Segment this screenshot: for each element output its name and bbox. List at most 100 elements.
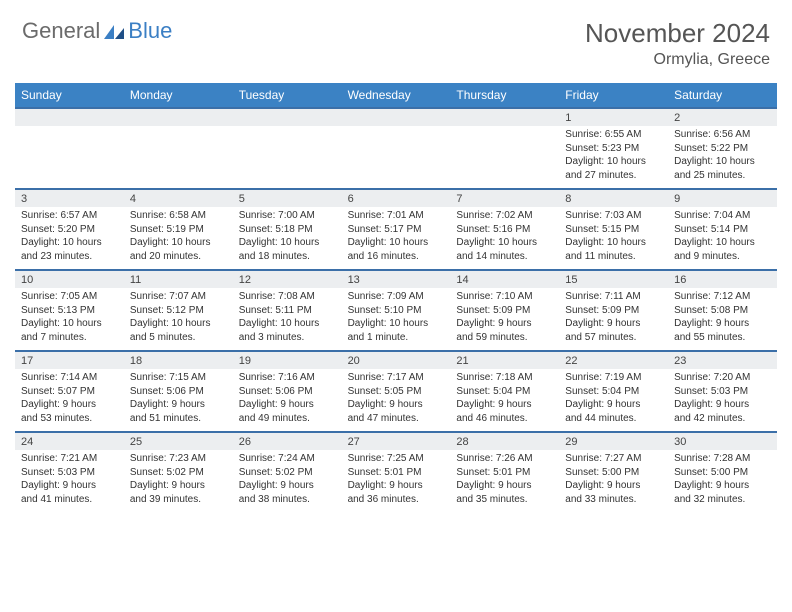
day-info-line: and 35 minutes. <box>456 493 553 507</box>
day-info-line: and 53 minutes. <box>21 412 118 426</box>
day-info-line: Sunrise: 7:19 AM <box>565 371 662 385</box>
day-info-line: Sunset: 5:23 PM <box>565 142 662 156</box>
day-info-line: and 9 minutes. <box>674 250 771 264</box>
day-cell: Sunrise: 7:28 AMSunset: 5:00 PMDaylight:… <box>668 450 777 512</box>
day-info-line: Sunrise: 7:04 AM <box>674 209 771 223</box>
logo: General Blue <box>22 18 172 44</box>
day-info-line: Sunset: 5:06 PM <box>130 385 227 399</box>
day-info-line: and 23 minutes. <box>21 250 118 264</box>
day-cell: Sunrise: 7:11 AMSunset: 5:09 PMDaylight:… <box>559 288 668 350</box>
day-info-line: Sunrise: 7:25 AM <box>348 452 445 466</box>
day-info-line: Daylight: 9 hours <box>565 479 662 493</box>
day-number <box>124 109 233 126</box>
day-cell: Sunrise: 7:16 AMSunset: 5:06 PMDaylight:… <box>233 369 342 431</box>
day-number: 29 <box>559 433 668 450</box>
day-info-line: Sunrise: 7:18 AM <box>456 371 553 385</box>
day-header-row: SundayMondayTuesdayWednesdayThursdayFrid… <box>15 83 777 107</box>
day-number: 9 <box>668 190 777 207</box>
day-number: 12 <box>233 271 342 288</box>
logo-sail-icon <box>104 23 126 39</box>
day-number <box>15 109 124 126</box>
day-info-line: and 46 minutes. <box>456 412 553 426</box>
day-info-line: Sunset: 5:04 PM <box>456 385 553 399</box>
day-info-line: Daylight: 10 hours <box>565 236 662 250</box>
day-info-line: Sunrise: 7:03 AM <box>565 209 662 223</box>
day-number: 28 <box>450 433 559 450</box>
day-info-line: Daylight: 10 hours <box>674 155 771 169</box>
day-info-line: Sunset: 5:01 PM <box>456 466 553 480</box>
week-content-row: Sunrise: 6:57 AMSunset: 5:20 PMDaylight:… <box>15 207 777 269</box>
day-info-line: Sunset: 5:09 PM <box>456 304 553 318</box>
day-number: 6 <box>342 190 451 207</box>
day-cell: Sunrise: 7:10 AMSunset: 5:09 PMDaylight:… <box>450 288 559 350</box>
day-info-line: Sunset: 5:12 PM <box>130 304 227 318</box>
day-cell: Sunrise: 7:19 AMSunset: 5:04 PMDaylight:… <box>559 369 668 431</box>
day-cell: Sunrise: 7:24 AMSunset: 5:02 PMDaylight:… <box>233 450 342 512</box>
day-info-line: and 39 minutes. <box>130 493 227 507</box>
day-info-line: and 20 minutes. <box>130 250 227 264</box>
day-header-cell: Monday <box>124 83 233 107</box>
day-info-line: Sunset: 5:03 PM <box>21 466 118 480</box>
location: Ormylia, Greece <box>585 51 770 69</box>
day-cell: Sunrise: 6:57 AMSunset: 5:20 PMDaylight:… <box>15 207 124 269</box>
day-cell: Sunrise: 7:12 AMSunset: 5:08 PMDaylight:… <box>668 288 777 350</box>
day-info-line: Sunset: 5:11 PM <box>239 304 336 318</box>
day-info-line: Daylight: 9 hours <box>239 479 336 493</box>
day-info-line: and 47 minutes. <box>348 412 445 426</box>
day-number: 2 <box>668 109 777 126</box>
day-info-line: Daylight: 10 hours <box>348 317 445 331</box>
day-cell: Sunrise: 7:21 AMSunset: 5:03 PMDaylight:… <box>15 450 124 512</box>
day-info-line: Sunrise: 7:00 AM <box>239 209 336 223</box>
week-number-row: 10111213141516 <box>15 269 777 288</box>
day-info-line: Sunrise: 7:16 AM <box>239 371 336 385</box>
day-number: 8 <box>559 190 668 207</box>
day-info-line: Sunrise: 7:27 AM <box>565 452 662 466</box>
day-info-line: Sunrise: 7:05 AM <box>21 290 118 304</box>
day-info-line: and 27 minutes. <box>565 169 662 183</box>
day-info-line: and 11 minutes. <box>565 250 662 264</box>
day-info-line: Sunset: 5:03 PM <box>674 385 771 399</box>
day-info-line: Sunset: 5:13 PM <box>21 304 118 318</box>
day-info-line: Sunrise: 7:09 AM <box>348 290 445 304</box>
day-cell: Sunrise: 7:03 AMSunset: 5:15 PMDaylight:… <box>559 207 668 269</box>
day-info-line: Sunrise: 6:57 AM <box>21 209 118 223</box>
page-header: General Blue November 2024 Ormylia, Gree… <box>0 0 792 77</box>
day-number: 13 <box>342 271 451 288</box>
day-number: 26 <box>233 433 342 450</box>
day-cell: Sunrise: 7:25 AMSunset: 5:01 PMDaylight:… <box>342 450 451 512</box>
day-info-line: Sunrise: 7:15 AM <box>130 371 227 385</box>
day-info-line: Daylight: 9 hours <box>456 317 553 331</box>
day-info-line: Sunset: 5:02 PM <box>239 466 336 480</box>
day-info-line: and 5 minutes. <box>130 331 227 345</box>
day-info-line: and 55 minutes. <box>674 331 771 345</box>
day-info-line: and 33 minutes. <box>565 493 662 507</box>
day-info-line: and 14 minutes. <box>456 250 553 264</box>
day-cell: Sunrise: 7:15 AMSunset: 5:06 PMDaylight:… <box>124 369 233 431</box>
day-info-line: Sunrise: 7:11 AM <box>565 290 662 304</box>
day-header-cell: Saturday <box>668 83 777 107</box>
day-info-line: Sunrise: 7:10 AM <box>456 290 553 304</box>
day-info-line: Daylight: 10 hours <box>21 236 118 250</box>
day-info-line: and 36 minutes. <box>348 493 445 507</box>
day-info-line: Daylight: 10 hours <box>239 236 336 250</box>
day-info-line: and 42 minutes. <box>674 412 771 426</box>
day-number: 10 <box>15 271 124 288</box>
day-info-line: Sunset: 5:00 PM <box>674 466 771 480</box>
day-info-line: Sunset: 5:16 PM <box>456 223 553 237</box>
day-cell: Sunrise: 7:00 AMSunset: 5:18 PMDaylight:… <box>233 207 342 269</box>
day-cell <box>233 126 342 188</box>
week-content-row: Sunrise: 7:21 AMSunset: 5:03 PM Daylight:… <box>15 450 777 512</box>
day-number: 14 <box>450 271 559 288</box>
day-info-line: Daylight: 9 hours <box>130 479 227 493</box>
day-info-line: Sunrise: 6:56 AM <box>674 128 771 142</box>
day-number: 24 <box>15 433 124 450</box>
day-info-line: Sunrise: 7:23 AM <box>130 452 227 466</box>
day-cell: Sunrise: 7:04 AMSunset: 5:14 PMDaylight:… <box>668 207 777 269</box>
day-cell: Sunrise: 6:58 AMSunset: 5:19 PMDaylight:… <box>124 207 233 269</box>
day-info-line: Sunrise: 7:21 AM <box>21 452 118 466</box>
day-number: 17 <box>15 352 124 369</box>
day-info-line: and 49 minutes. <box>239 412 336 426</box>
day-cell: Sunrise: 7:14 AMSunset: 5:07 PMDaylight:… <box>15 369 124 431</box>
day-cell: Sunrise: 7:18 AMSunset: 5:04 PMDaylight:… <box>450 369 559 431</box>
day-cell: Sunrise: 7:27 AMSunset: 5:00 PMDaylight:… <box>559 450 668 512</box>
